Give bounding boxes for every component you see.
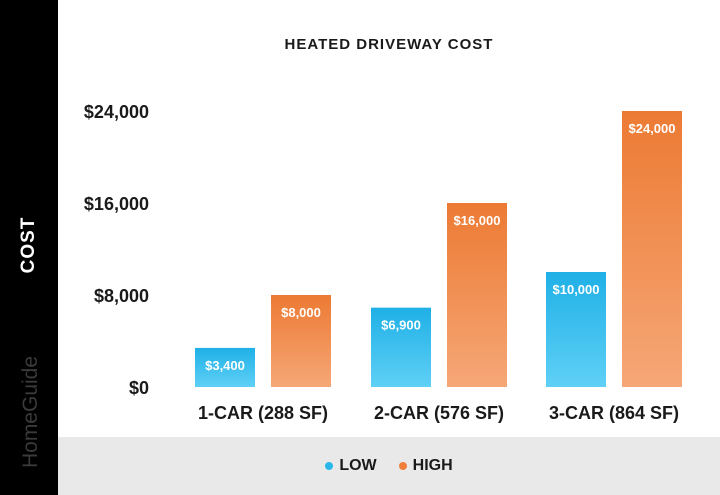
legend-item-low: LOW xyxy=(325,457,377,475)
bar-high xyxy=(447,203,507,387)
legend-band: LOW HIGH xyxy=(58,437,720,495)
legend-swatch xyxy=(398,462,407,470)
axis-sidebar: COST HomeGuide xyxy=(0,0,58,495)
bar-high xyxy=(271,295,331,387)
y-tick-label: $8,000 xyxy=(94,286,149,306)
bar-low xyxy=(546,272,606,387)
legend-item-high: HIGH xyxy=(398,457,453,475)
bar-value-label: $10,000 xyxy=(553,282,600,297)
bar-low xyxy=(195,347,255,387)
bar-value-label: $8,000 xyxy=(281,305,321,320)
bar-value-label: $3,400 xyxy=(205,358,245,373)
y-tick-label: $0 xyxy=(129,378,149,398)
bar-value-label: $24,000 xyxy=(629,121,676,136)
x-tick-label: 2-CAR (576 SF) xyxy=(374,403,504,423)
x-tick-label: 3-CAR (864 SF) xyxy=(549,403,679,423)
chart-title: HEATED DRIVEWAY COST xyxy=(284,36,494,53)
bar-high xyxy=(622,111,682,387)
bar-value-label: $16,000 xyxy=(454,213,501,228)
y-tick-label: $16,000 xyxy=(84,194,149,214)
legend: LOW HIGH xyxy=(58,437,720,495)
x-tick-label: 1-CAR (288 SF) xyxy=(198,403,328,423)
bar-value-label: $6,900 xyxy=(381,318,421,333)
legend-label: HIGH xyxy=(412,457,453,474)
plot-area: $0 $8,000 $16,000 $24,000 $3,400 $8,000 1-CAR … xyxy=(84,102,682,423)
bar-low xyxy=(371,307,431,387)
y-tick-label: $24,000 xyxy=(84,102,149,122)
legend-swatch xyxy=(325,462,334,470)
legend-label: LOW xyxy=(339,457,377,474)
